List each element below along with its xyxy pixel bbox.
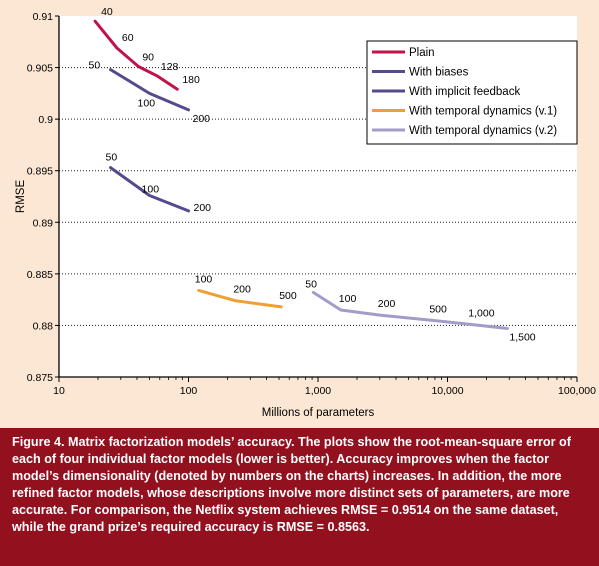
series-line bbox=[109, 68, 190, 112]
point-label: 1,500 bbox=[509, 332, 535, 344]
point-label: 50 bbox=[89, 60, 101, 72]
x-axis-title: Millions of parameters bbox=[262, 407, 375, 419]
series-line bbox=[109, 166, 190, 213]
y-tick-label: 0.885 bbox=[27, 269, 53, 281]
x-tick-label: 1,000 bbox=[305, 385, 331, 397]
legend-label: With temporal dynamics (v.2) bbox=[409, 125, 557, 137]
x-tick-label: 10,000 bbox=[431, 385, 463, 397]
x-tick-label: 10 bbox=[53, 385, 65, 397]
chart: 0.875 0.88 0.885 0.89 0.895 0.9 0.905 0.91 10 100… bbox=[15, 6, 596, 419]
point-label: 200 bbox=[193, 113, 211, 125]
point-label: 100 bbox=[138, 97, 156, 109]
point-label: 1,000 bbox=[468, 307, 494, 319]
series-line bbox=[311, 290, 509, 330]
point-label: 50 bbox=[305, 278, 317, 290]
legend-label: With temporal dynamics (v.1) bbox=[409, 106, 557, 118]
point-label: 50 bbox=[106, 152, 118, 164]
y-tick-label: 0.9 bbox=[38, 114, 53, 126]
y-tick-label: 0.88 bbox=[33, 320, 54, 332]
y-axis-title: RMSE bbox=[15, 180, 27, 214]
point-label: 40 bbox=[101, 6, 113, 18]
y-tick-label: 0.875 bbox=[27, 372, 53, 384]
point-label: 60 bbox=[122, 32, 134, 44]
point-label: 100 bbox=[195, 273, 213, 285]
x-tick-label: 100 bbox=[180, 385, 198, 397]
caption-text: Matrix factorization models’ accuracy. T… bbox=[12, 435, 571, 534]
legend-label: With implicit feedback bbox=[409, 86, 520, 98]
point-label: 100 bbox=[339, 293, 357, 305]
point-label: 500 bbox=[429, 303, 447, 315]
point-label: 500 bbox=[279, 290, 297, 302]
point-label: 180 bbox=[182, 74, 200, 86]
legend-label: Plain bbox=[409, 47, 435, 59]
point-label: 200 bbox=[233, 284, 251, 296]
figure-caption: Figure 4. Matrix factorization models’ a… bbox=[0, 428, 599, 566]
y-tick-label: 0.895 bbox=[27, 166, 53, 178]
series-line bbox=[197, 288, 283, 309]
y-tick-label: 0.905 bbox=[27, 63, 53, 75]
legend-label: With biases bbox=[409, 67, 469, 79]
x-tick-label: 100,000 bbox=[558, 385, 596, 397]
point-label: 100 bbox=[142, 183, 160, 195]
y-tick-label: 0.89 bbox=[33, 217, 54, 229]
point-label: 128 bbox=[161, 61, 179, 73]
caption-label: Figure 4. bbox=[12, 435, 65, 449]
y-tick-label: 0.91 bbox=[33, 11, 54, 23]
series-line bbox=[93, 19, 179, 91]
point-label: 200 bbox=[378, 298, 396, 310]
point-label: 90 bbox=[142, 52, 154, 64]
point-label: 200 bbox=[194, 202, 212, 214]
